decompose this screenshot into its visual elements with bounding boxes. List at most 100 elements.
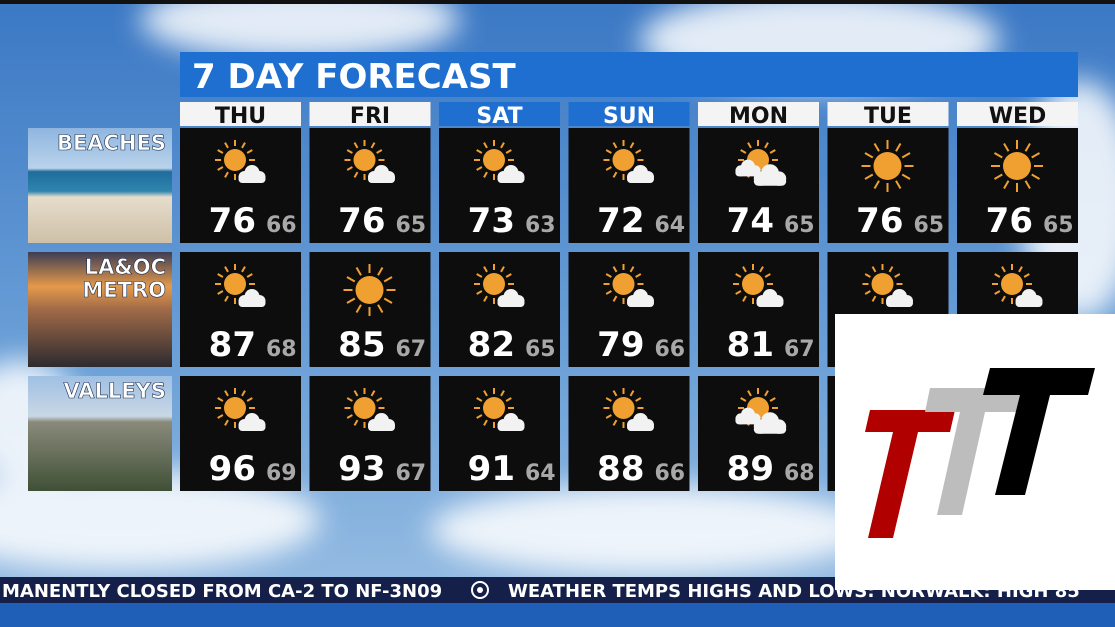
- low-temp: 66: [655, 337, 686, 362]
- sun-ray: [742, 295, 747, 302]
- sun-ray: [246, 149, 253, 154]
- forecast-cell: [309, 128, 431, 243]
- sun: [483, 273, 505, 295]
- weather-icon: [343, 264, 396, 316]
- sun-ray: [1031, 173, 1041, 180]
- weather-icon: [603, 388, 654, 431]
- sun: [353, 149, 376, 171]
- cloud-base: [735, 169, 761, 177]
- region-name: VALLEYS: [63, 379, 166, 403]
- sun-ray: [873, 180, 880, 190]
- region-name: BEACHES: [57, 131, 166, 155]
- cloud-base: [497, 299, 525, 307]
- forecast-cell: [439, 376, 560, 491]
- sun-ray: [383, 276, 393, 283]
- high-temp: 96: [209, 449, 256, 489]
- sun: [1001, 273, 1023, 295]
- sun: [873, 152, 902, 180]
- sun-ray: [1031, 152, 1041, 159]
- high-temp: 87: [209, 325, 256, 365]
- sun-ray: [769, 149, 776, 154]
- sun-ray: [1023, 273, 1030, 278]
- sun-ray: [612, 171, 618, 178]
- sun-ray: [370, 390, 376, 397]
- low-temp: 64: [525, 461, 556, 486]
- forecast-cell: [439, 128, 560, 243]
- sun-ray: [346, 149, 353, 154]
- sun-ray: [346, 397, 353, 402]
- sun-ray: [864, 152, 874, 159]
- sun-ray: [377, 266, 384, 276]
- low-temp: 65: [914, 213, 945, 238]
- cloud-base: [735, 417, 761, 425]
- sun-ray: [246, 273, 253, 278]
- sun-ray: [635, 273, 642, 278]
- cloud-base: [368, 423, 395, 431]
- sun-ray: [1001, 266, 1006, 273]
- cloud-base: [368, 175, 395, 183]
- sun-ray: [901, 152, 911, 159]
- sun-ray: [605, 397, 612, 402]
- sun-ray: [353, 142, 359, 149]
- sun-ray: [217, 414, 224, 419]
- sun-ray: [994, 273, 1001, 278]
- sun-ray: [500, 266, 505, 273]
- sun-ray: [612, 390, 618, 397]
- sun-ray: [740, 397, 747, 402]
- low-temp: 66: [655, 461, 686, 486]
- sun-ray: [759, 266, 764, 273]
- sun-ray: [370, 142, 376, 149]
- weather-icon: [474, 388, 525, 431]
- high-temp: 73: [468, 201, 515, 241]
- sun-ray: [241, 390, 246, 397]
- sun-ray: [476, 166, 483, 171]
- weather-icon: [603, 264, 654, 307]
- day-label: THU: [215, 104, 266, 129]
- sun-ray: [629, 142, 635, 149]
- cloud-base: [238, 299, 266, 307]
- high-temp: 93: [338, 449, 385, 489]
- sun-ray: [224, 171, 229, 178]
- cloud-base: [1015, 299, 1043, 307]
- low-temp: 66: [266, 213, 297, 238]
- sun-ray: [346, 414, 353, 419]
- low-temp: 65: [396, 213, 427, 238]
- sun-ray: [993, 152, 1003, 159]
- sun-ray: [241, 142, 246, 149]
- sun-ray: [612, 295, 618, 302]
- sun-ray: [871, 266, 877, 273]
- high-temp: 82: [468, 325, 515, 365]
- sun-ray: [612, 266, 618, 273]
- cloud-base: [627, 299, 654, 307]
- sun-ray: [246, 397, 253, 402]
- weather-icon: [735, 388, 787, 434]
- sun-ray: [747, 390, 752, 397]
- sun-ray: [476, 149, 483, 154]
- low-temp: 63: [525, 213, 556, 238]
- sun-ray: [735, 290, 742, 295]
- sun: [483, 397, 505, 419]
- ticker-footer: [0, 603, 1115, 627]
- forecast-cell: [698, 252, 819, 367]
- sun-ray: [353, 390, 359, 397]
- forecast-cell: [568, 252, 690, 367]
- sun-ray: [605, 149, 612, 154]
- region-name: LA&OC: [85, 255, 166, 279]
- sun-ray: [377, 304, 384, 314]
- sun-ray: [764, 390, 769, 397]
- region-name: METRO: [82, 278, 166, 302]
- sun: [355, 276, 384, 304]
- sun-ray: [355, 266, 362, 276]
- low-temp: 65: [784, 213, 815, 238]
- sun-ray: [217, 290, 224, 295]
- sun-ray: [605, 273, 612, 278]
- weather-icon: [215, 140, 266, 183]
- weather-icon: [474, 140, 525, 183]
- sun-ray: [1003, 180, 1010, 190]
- sun-ray: [353, 419, 359, 426]
- sun-ray: [483, 142, 488, 149]
- cloud-base: [497, 423, 525, 431]
- title-bar: [180, 52, 1078, 97]
